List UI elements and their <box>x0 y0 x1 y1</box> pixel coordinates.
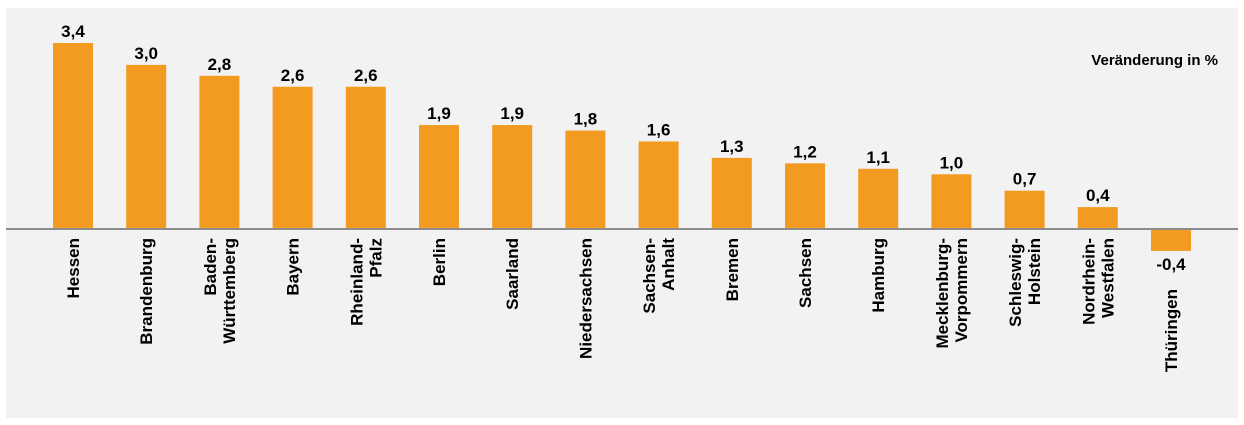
chart-area: 3,4 3,0 2,8 2,6 2,6 1,9 1,9 1,8 1,6 1,3 1,2 1,1 1,0 0… <box>6 8 1238 418</box>
bar <box>492 125 533 229</box>
bar <box>199 75 240 229</box>
value-label: 1,2 <box>793 142 817 161</box>
value-label: 0,4 <box>1086 186 1110 205</box>
category-label: Westfalen <box>1098 238 1117 318</box>
category-label: Bremen <box>723 238 742 301</box>
bar-chart: 3,4 3,0 2,8 2,6 2,6 1,9 1,9 1,8 1,6 1,3 1,2 1,1 1,0 0… <box>6 22 1238 372</box>
value-label: 1,6 <box>647 120 671 139</box>
bar <box>419 125 459 229</box>
category-label: Pfalz <box>366 238 385 278</box>
value-label: 3,4 <box>61 22 85 41</box>
bar <box>638 141 679 229</box>
value-label: 1,0 <box>940 153 964 172</box>
value-label: 2,6 <box>281 66 305 85</box>
bar <box>1077 207 1118 229</box>
category-labels-group: Hessen Brandenburg Baden- Württemberg Bayern… <box>64 238 1181 372</box>
value-label: 0,7 <box>1013 170 1037 189</box>
value-label: 2,6 <box>354 66 378 85</box>
category-label: Schleswig- <box>1006 238 1025 327</box>
value-label: 3,0 <box>134 44 158 63</box>
bar <box>931 174 972 229</box>
category-label: Nordrhein- <box>1079 238 1098 325</box>
unit-label: Veränderung in % <box>1091 52 1218 69</box>
bars-group <box>53 43 1191 251</box>
bar <box>1004 190 1045 229</box>
value-label: 1,3 <box>720 137 744 156</box>
bar <box>858 168 899 229</box>
bar <box>785 163 825 229</box>
category-label: Rheinland- <box>347 238 366 326</box>
category-label: Württemberg <box>220 238 239 344</box>
bar <box>711 157 752 229</box>
category-label: Saarland <box>503 238 522 310</box>
category-label: Hessen <box>64 238 83 298</box>
category-label: Anhalt <box>659 238 678 291</box>
value-label: 1,9 <box>427 104 451 123</box>
category-label: Sachsen <box>796 238 815 308</box>
bar <box>565 130 606 229</box>
bar <box>272 86 313 229</box>
category-label: Brandenburg <box>137 238 156 345</box>
bar <box>53 43 93 229</box>
value-label: 1,1 <box>866 148 890 167</box>
value-label: 1,9 <box>500 104 524 123</box>
value-label: -0,4 <box>1156 255 1186 274</box>
category-label: Niedersachsen <box>576 238 595 359</box>
category-label: Berlin <box>430 238 449 286</box>
category-label: Bayern <box>284 238 303 296</box>
bar <box>126 64 167 229</box>
category-label: Sachsen- <box>640 238 659 314</box>
category-label: Mecklenburg- <box>933 238 952 349</box>
value-label: 2,8 <box>208 55 232 74</box>
bar <box>1151 229 1191 251</box>
value-label: 1,8 <box>574 110 598 129</box>
category-label: Baden- <box>201 238 220 296</box>
value-labels-group: 3,4 3,0 2,8 2,6 2,6 1,9 1,9 1,8 1,6 1,3 1,2 1,1 1,0 0… <box>61 22 1186 274</box>
category-label: Holstein <box>1025 238 1044 305</box>
category-label: Vorpommern <box>952 238 971 343</box>
bar <box>345 86 386 229</box>
category-label: Hamburg <box>869 238 888 313</box>
category-label: Thüringen <box>1162 289 1181 372</box>
